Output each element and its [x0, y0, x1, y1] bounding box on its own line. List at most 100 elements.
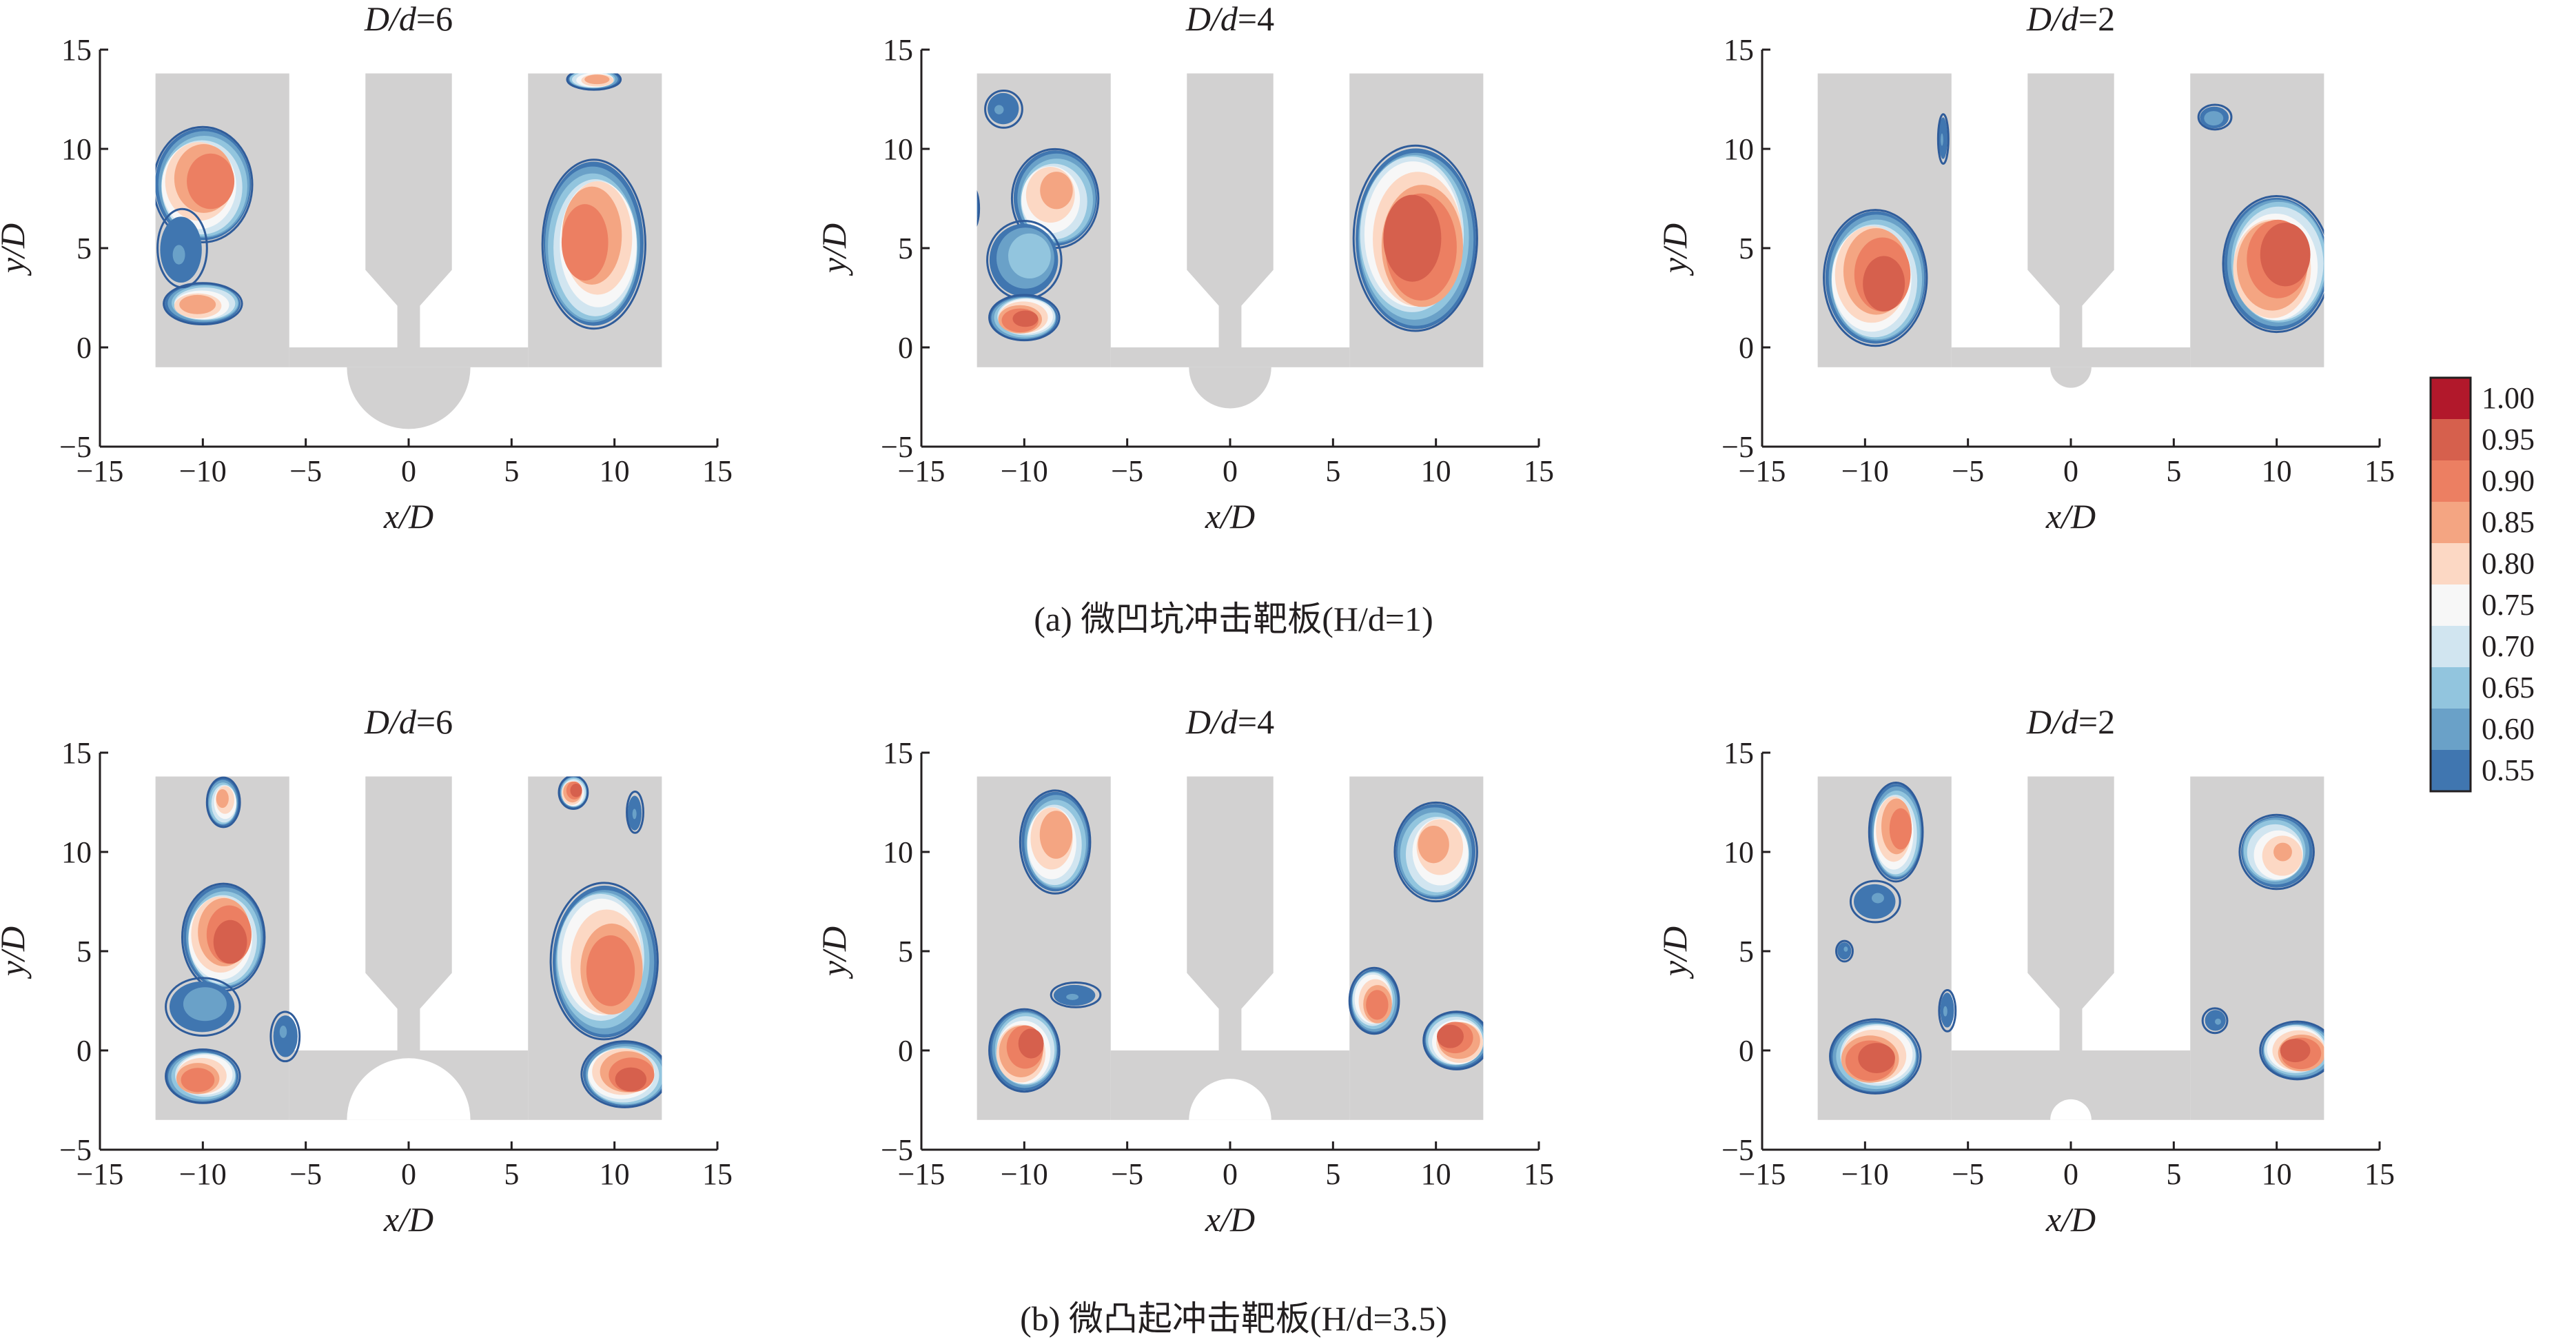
contour-level	[977, 196, 979, 220]
contour-blob	[163, 282, 243, 326]
contour-blob	[156, 207, 208, 289]
x-tick-label: −15	[1739, 1157, 1786, 1191]
x-tick-label: 10	[1421, 454, 1451, 488]
x-tick-label: −5	[1111, 454, 1143, 488]
x-tick-label: 0	[2063, 454, 2078, 488]
contour-level	[213, 919, 247, 964]
contour-level	[2280, 1038, 2311, 1063]
contour-edge	[2201, 1007, 2229, 1035]
x-tick-label: 0	[1223, 454, 1238, 488]
colorbar: 1.00 0.95 0.90 0.85 0.80 0.75 0.70 0.65 0.60 0.55	[2429, 376, 2535, 793]
contour-field	[1823, 103, 2324, 347]
contour-field	[977, 90, 1478, 342]
colorbar-label: 0.55	[2482, 753, 2535, 787]
contour-level	[1066, 993, 1079, 1000]
y-tick-label: −5	[1721, 430, 1754, 464]
contour-blob	[2197, 103, 2233, 131]
contour-level	[181, 1068, 215, 1092]
contour-blob	[1829, 1018, 1922, 1095]
contour-edge	[1393, 801, 1478, 903]
contour-blob	[1823, 209, 1928, 347]
y-tick-label: 15	[883, 736, 913, 770]
colorbar-swatch	[2431, 626, 2471, 667]
colorbar-label: 1.00	[2482, 381, 2535, 415]
colorbar-swatch	[2431, 709, 2471, 750]
contour-level	[994, 105, 1004, 114]
nozzle	[365, 776, 452, 1057]
contour-edge	[205, 776, 241, 828]
y-tick-label: 0	[898, 331, 913, 365]
panel-title: D/d=4	[1185, 702, 1274, 741]
contour-blob	[626, 791, 644, 834]
colorbar-swatch	[2431, 502, 2471, 543]
y-tick-label: 15	[61, 33, 92, 67]
contour-edge	[1823, 209, 1928, 347]
x-tick-label: −10	[1001, 454, 1048, 488]
panel-1-0: −15 −10 −5 0 5 10 15 −5 0 5 10 15 x/D y/D D/d=6	[0, 702, 733, 1239]
contour-level	[187, 153, 235, 210]
y-axis-label: y/D	[815, 223, 853, 276]
y-tick-label: 15	[1724, 736, 1754, 770]
x-tick-label: −10	[179, 454, 227, 488]
contour-edge	[156, 207, 208, 289]
x-axis-label: x/D	[383, 497, 433, 536]
y-tick-label: 10	[883, 835, 913, 869]
colorbar-label: 0.60	[2482, 712, 2535, 746]
contour-edge	[2238, 813, 2315, 891]
x-tick-label: 5	[504, 454, 519, 488]
colorbar-swatch	[2431, 378, 2471, 419]
x-tick-label: 10	[600, 1157, 630, 1191]
y-tick-label: 5	[898, 232, 913, 265]
contour-blob	[1849, 880, 1901, 924]
contour-blob	[1010, 148, 1100, 250]
contour-level	[1943, 1006, 1948, 1017]
x-axis-label: x/D	[2045, 1200, 2096, 1239]
contour-level	[1863, 256, 1905, 312]
x-axis-label: x/D	[2045, 497, 2096, 536]
bump-shape	[1189, 1079, 1271, 1120]
x-tick-label: −10	[1001, 1157, 1048, 1191]
contour-edge	[269, 1010, 301, 1063]
contour-level	[1418, 826, 1449, 864]
contour-level	[1436, 1024, 1464, 1048]
contour-blob	[1393, 801, 1478, 903]
colorbar-swatch	[2431, 750, 2471, 791]
contour-blob	[165, 1048, 241, 1104]
contour-blob	[1348, 966, 1400, 1035]
contour-edge	[984, 90, 1023, 129]
dimple-shape	[1189, 367, 1271, 409]
nozzle	[1187, 73, 1274, 354]
contour-edge	[1936, 113, 1950, 165]
contour-blob	[2201, 1007, 2229, 1035]
contour-blob	[269, 1010, 301, 1063]
contour-edge	[2222, 195, 2324, 334]
contour-level	[1008, 233, 1051, 279]
contour-edge	[155, 125, 254, 243]
y-tick-label: 5	[76, 232, 92, 265]
x-tick-label: −5	[1111, 1157, 1143, 1191]
contour-level	[632, 809, 637, 820]
bump-shape	[2050, 1099, 2092, 1120]
colorbar-swatch	[2431, 543, 2471, 584]
contour-level	[1040, 172, 1073, 210]
colorbar-frame	[2429, 376, 2472, 793]
contour-blob	[1835, 939, 1854, 963]
contour-edge	[2259, 1020, 2324, 1081]
contour-level	[615, 1067, 647, 1092]
panel-0-0: −15 −10 −5 0 5 10 15 −5 0 5 10 15 x/D y/D D/d=6	[0, 0, 733, 536]
x-tick-label: 5	[2166, 454, 2181, 488]
x-tick-label: −5	[289, 454, 322, 488]
x-tick-label: 10	[600, 454, 630, 488]
contour-level	[584, 74, 610, 85]
y-tick-label: 0	[898, 1034, 913, 1068]
x-tick-label: 10	[2262, 454, 2292, 488]
colorbar-label: 0.65	[2482, 671, 2535, 704]
colorbar-swatch	[2431, 667, 2471, 709]
contour-edge	[165, 1048, 241, 1104]
panel-0-2: −15 −10 −5 0 5 10 15 −5 0 5 10 15 x/D y/D D/d=2	[1655, 0, 2395, 536]
contour-edge	[988, 294, 1061, 342]
y-axis-label: y/D	[1655, 223, 1694, 276]
y-tick-label: 5	[898, 935, 913, 968]
x-tick-label: 5	[1325, 1157, 1340, 1191]
